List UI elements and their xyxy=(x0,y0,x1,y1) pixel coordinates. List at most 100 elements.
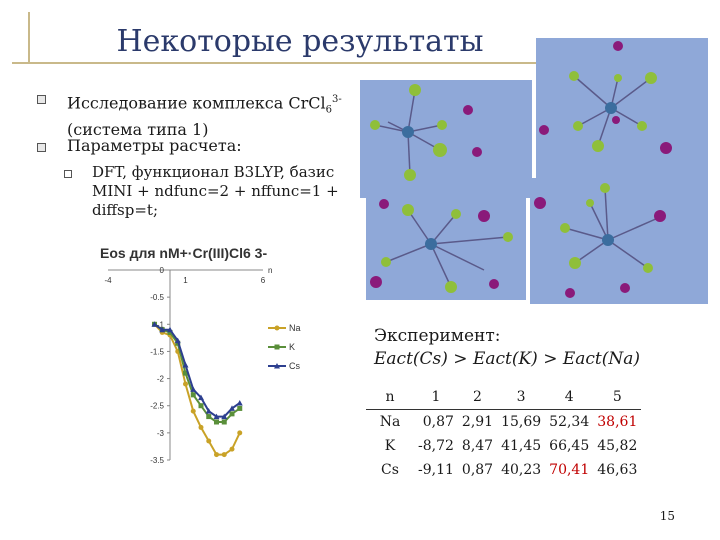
molecule-image-3 xyxy=(366,192,526,300)
table-header-col: 5 xyxy=(593,385,642,410)
chart-point xyxy=(237,405,243,411)
table-cell: -8,72 xyxy=(418,438,454,454)
bullet-1: Исследование комплекса CrCl63- (система … xyxy=(67,90,342,139)
bullet-1-text: Исследование комплекса CrCl xyxy=(67,93,326,113)
chart-point xyxy=(190,408,196,414)
chart-point xyxy=(167,326,173,333)
bullet-marker-icon xyxy=(37,95,46,104)
experiment-text: Эксперимент: Eact(Cs) > Eact(K) > Eact(N… xyxy=(374,325,640,371)
table-row: Na 0,87 2,91 15,69 52,34 38,61 xyxy=(366,410,641,435)
bullet-3-line2: MINI + ndfunc=2 + nffunc=1 + xyxy=(92,182,339,200)
chart-legend-label: Na xyxy=(289,323,301,333)
chart-y-tick-label: -3.5 xyxy=(150,456,164,465)
chart-legend-label: K xyxy=(289,342,295,352)
table-header-col: 1 xyxy=(414,385,458,410)
page-number: 15 xyxy=(659,509,675,523)
table-cell: 8,47 xyxy=(461,438,494,454)
table-cell: -9,11 xyxy=(418,462,454,478)
slide-title: Некоторые результаты xyxy=(116,24,484,59)
molecule-image-1 xyxy=(360,80,532,198)
bullet-3-line1: DFT, функционал B3LYP, базис xyxy=(92,163,335,181)
chart-point xyxy=(221,419,227,425)
experiment-relation: Eact(Cs) > Eact(K) > Eact(Na) xyxy=(374,349,641,369)
chart-legend-label: Cs xyxy=(289,361,300,371)
chart-x-tick-label: -4 xyxy=(104,276,112,285)
chart-point xyxy=(214,419,219,425)
chart-point xyxy=(198,394,204,401)
chart-point xyxy=(182,362,189,368)
table-cell: 70,41 xyxy=(549,462,590,478)
chart-series-line-k xyxy=(153,323,241,423)
chart-point xyxy=(221,452,227,458)
table-cell: 0,87 xyxy=(422,414,454,430)
chart-legend-marker xyxy=(274,363,280,369)
table-header-n: n xyxy=(366,385,414,410)
bullet-3: DFT, функционал B3LYP, базис MINI + ndfu… xyxy=(92,163,339,220)
bullet-3-line3: diffsp=t; xyxy=(92,201,159,219)
chart-point xyxy=(183,370,188,376)
table-cell: 0,87 xyxy=(461,462,494,478)
chart-point xyxy=(190,392,196,398)
experiment-heading: Эксперимент: xyxy=(374,326,501,346)
chart-point xyxy=(221,413,228,420)
table-row: Cs -9,11 0,87 40,23 70,41 46,63 xyxy=(366,458,641,482)
frame-vertical-line xyxy=(28,12,30,64)
chart-title: Eos для nM+·Cr(III)Cl6 3- xyxy=(100,245,267,261)
chart-svg: Eos для nM+·Cr(III)Cl6 3-Eos*10-3 кДж/мо… xyxy=(62,245,301,465)
chart-series-line-cs xyxy=(153,323,241,418)
chart-y-tick-label: -3 xyxy=(157,429,165,438)
table-header-col: 4 xyxy=(545,385,594,410)
chart-point xyxy=(183,381,188,387)
chart-point xyxy=(167,329,173,335)
table-cell: 2,91 xyxy=(461,414,494,430)
chart-x-tick-label: 6 xyxy=(261,276,266,285)
chart-x-tick-label: 1 xyxy=(183,276,188,285)
table-row-label: Cs xyxy=(381,462,399,478)
chart-point xyxy=(206,438,212,444)
sub-bullet-marker-icon xyxy=(64,170,72,178)
chart-point xyxy=(174,337,181,344)
chart-point xyxy=(206,414,212,420)
chart-point xyxy=(229,405,235,411)
bullet-1-line2: (система типа 1) xyxy=(67,119,209,139)
molecule-image-4 xyxy=(530,178,708,304)
chart-y-tick-label: -1 xyxy=(157,320,165,329)
chart-y-tick-label: -2 xyxy=(157,375,165,384)
bullet-1-sub: 6 xyxy=(325,104,333,116)
chart-point xyxy=(236,400,243,406)
table-cell: 66,45 xyxy=(549,438,590,454)
chart-legend-marker xyxy=(274,325,280,331)
chart-y-tick-label: -1.5 xyxy=(150,347,164,356)
chart-point xyxy=(229,446,235,452)
chart-legend-marker xyxy=(274,344,280,350)
chart-point xyxy=(159,326,166,333)
table-cell: 45,82 xyxy=(597,438,638,454)
table-cell: 15,69 xyxy=(501,414,542,430)
chart-point xyxy=(229,411,235,417)
chart-y-tick-label: -0.5 xyxy=(150,293,164,302)
table-cell: 52,34 xyxy=(549,414,590,430)
chart-point xyxy=(214,452,219,458)
table-cell: 40,23 xyxy=(501,462,542,478)
chart-point xyxy=(237,430,243,436)
table-header-col: 2 xyxy=(457,385,498,410)
chart-point xyxy=(151,321,158,327)
table-cell: 46,63 xyxy=(597,462,638,478)
energy-chart: Eos для nM+·Cr(III)Cl6 3-Eos*10-3 кДж/мо… xyxy=(62,240,323,470)
frame-horizontal-line xyxy=(12,62,702,64)
chart-point xyxy=(198,403,204,409)
chart-point xyxy=(198,424,204,430)
chart-series-line-na xyxy=(153,323,241,456)
molecule-image-2 xyxy=(536,38,708,188)
bullet-marker-icon xyxy=(37,143,46,152)
chart-point xyxy=(205,408,212,414)
bullet-2: Параметры расчета: xyxy=(67,136,242,155)
table-row: K -8,72 8,47 41,45 66,45 45,82 xyxy=(366,434,641,458)
bullet-1-sup: 3- xyxy=(332,94,342,105)
chart-point xyxy=(190,386,197,392)
table-cell: 41,45 xyxy=(501,438,542,454)
chart-point xyxy=(213,413,220,420)
table-header-col: 3 xyxy=(497,385,546,410)
table-row-label: K xyxy=(384,438,396,454)
